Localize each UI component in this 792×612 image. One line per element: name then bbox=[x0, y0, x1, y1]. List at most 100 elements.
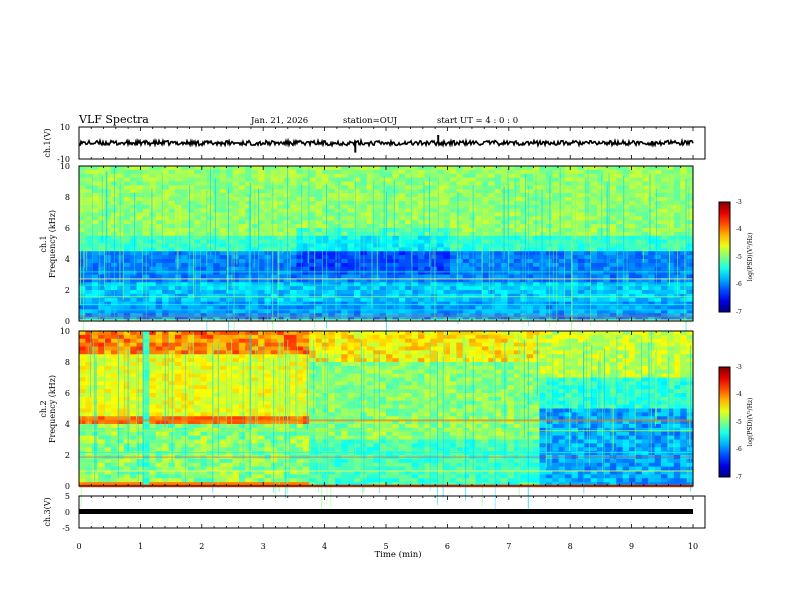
spectrogram-cell bbox=[507, 239, 515, 245]
spectrogram-cell bbox=[181, 458, 189, 464]
spectrogram-cell bbox=[123, 416, 131, 421]
spectrogram-cell bbox=[117, 317, 125, 322]
spectrogram-cell bbox=[117, 400, 125, 406]
spectrogram-cell bbox=[501, 169, 509, 175]
spectrogram-cell bbox=[290, 220, 298, 225]
spectrogram-cell bbox=[232, 251, 240, 256]
spectrogram-cell bbox=[648, 197, 656, 202]
spectrogram-cell bbox=[424, 286, 432, 291]
spectrogram-cell bbox=[110, 420, 118, 425]
spectrogram-cell bbox=[558, 216, 566, 221]
spectrogram-cell bbox=[232, 216, 240, 221]
spectrogram-cell bbox=[462, 181, 470, 186]
spectrogram-cell bbox=[136, 169, 144, 175]
spectrogram-cell bbox=[85, 204, 93, 210]
spectrogram-streak bbox=[106, 172, 108, 238]
spectrogram-cell bbox=[354, 239, 362, 245]
spectrogram-cell bbox=[79, 342, 86, 348]
spectrogram-cell bbox=[667, 286, 675, 291]
spectrogram-cell bbox=[79, 204, 86, 210]
spectrogram-cell bbox=[194, 255, 202, 260]
spectrogram-cell bbox=[398, 216, 406, 221]
spectrogram-cell bbox=[366, 255, 374, 260]
spectrogram-cell bbox=[98, 350, 106, 355]
spectrogram-cell bbox=[341, 313, 349, 318]
spectrogram-cell bbox=[494, 200, 502, 206]
spectrogram-cell bbox=[430, 235, 438, 241]
spectrogram-cell bbox=[136, 408, 144, 413]
spectrogram-cell bbox=[449, 282, 457, 287]
ch1-cb-tick-m3: -3 bbox=[736, 199, 742, 206]
spectrogram-cell bbox=[545, 173, 553, 179]
spectrogram-cell bbox=[149, 447, 157, 452]
spectrogram-cell bbox=[526, 185, 534, 190]
spectrogram-streak bbox=[481, 180, 483, 273]
spectrogram-cell bbox=[174, 420, 182, 425]
spectrogram-cell bbox=[545, 274, 553, 279]
spectrogram-cell bbox=[475, 193, 483, 198]
spectrogram-cell bbox=[200, 297, 208, 303]
spectrogram-cell bbox=[654, 255, 662, 260]
spectrogram-cell bbox=[603, 181, 611, 186]
spectrogram-cell bbox=[481, 309, 489, 314]
spectrogram-cell bbox=[213, 224, 221, 229]
spectrogram-cell bbox=[174, 381, 182, 386]
spectrogram-cell bbox=[142, 239, 150, 245]
spectrogram-cell bbox=[181, 177, 189, 183]
spectrogram-cell bbox=[545, 305, 553, 310]
spectrogram-cell bbox=[174, 166, 182, 171]
spectrogram-cell bbox=[219, 224, 227, 229]
spectrogram-cell bbox=[91, 478, 99, 483]
spectrogram-cell bbox=[238, 262, 246, 268]
spectrogram-cell bbox=[366, 309, 374, 314]
spectrogram-cell bbox=[194, 408, 202, 413]
spectrogram-cell bbox=[79, 393, 86, 398]
spectrogram-cell bbox=[315, 278, 323, 283]
spectrogram-cell bbox=[181, 208, 189, 214]
spectrogram-cell bbox=[219, 266, 227, 272]
spectrogram-cell bbox=[174, 305, 182, 310]
spectrogram-cell bbox=[680, 208, 688, 214]
spectrogram-cell bbox=[238, 181, 246, 186]
spectrogram-cell bbox=[309, 193, 317, 198]
spectrogram-cell bbox=[296, 189, 304, 194]
spectrogram-cell bbox=[392, 290, 400, 295]
spectrogram-cell bbox=[680, 270, 688, 276]
spectrogram-cell bbox=[194, 243, 202, 248]
spectrogram-cell bbox=[424, 200, 432, 206]
spectrogram-cell bbox=[565, 301, 573, 307]
spectrogram-cell bbox=[488, 200, 496, 206]
spectrogram-cell bbox=[533, 166, 541, 171]
spectrogram-cell bbox=[181, 204, 189, 210]
spectrogram-cell bbox=[245, 235, 253, 241]
spectrogram-cell bbox=[334, 228, 342, 233]
spectrogram-cell bbox=[520, 169, 528, 175]
spectrogram-cell bbox=[136, 439, 144, 444]
spectrogram-cell bbox=[277, 181, 285, 186]
spectrogram-cell bbox=[232, 259, 240, 264]
spectrogram-cell bbox=[315, 177, 323, 183]
spectrogram-cell bbox=[181, 297, 189, 303]
spectrogram-cell bbox=[379, 270, 387, 276]
spectrogram-cell bbox=[322, 262, 330, 268]
spectrogram-cell bbox=[526, 259, 534, 264]
spectrogram-cell bbox=[507, 274, 515, 279]
spectrogram-streak bbox=[206, 193, 208, 266]
spectrogram-cell bbox=[520, 255, 528, 260]
spectrogram-cell bbox=[437, 317, 445, 322]
spectrogram-cell bbox=[322, 282, 330, 287]
spectrogram-cell bbox=[79, 478, 86, 483]
spectrogram-cell bbox=[437, 173, 445, 179]
spectrogram-cell bbox=[533, 313, 541, 318]
spectrogram-cell bbox=[686, 247, 694, 252]
spectrogram-cell bbox=[565, 181, 573, 186]
spectrogram-cell bbox=[430, 243, 438, 248]
spectrogram-cell bbox=[616, 228, 624, 233]
spectrogram-cell bbox=[533, 309, 541, 314]
spectrogram-cell bbox=[270, 220, 278, 225]
spectrogram-cell bbox=[315, 204, 323, 210]
spectrogram-cell bbox=[270, 204, 278, 210]
spectrogram-cell bbox=[174, 377, 182, 382]
spectrogram-cell bbox=[104, 208, 112, 214]
spectrogram-cell bbox=[232, 266, 240, 272]
